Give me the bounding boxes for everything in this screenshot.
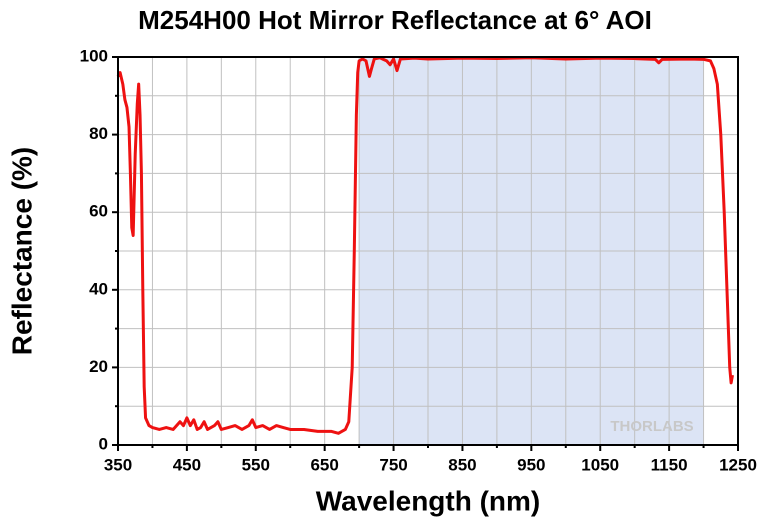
x-tick-label: 950 — [517, 455, 545, 474]
y-tick-label: 40 — [89, 279, 108, 298]
data-line — [116, 56, 734, 435]
x-tick-label: 1250 — [719, 455, 757, 474]
y-axis-label: Reflectance (%) — [6, 147, 37, 356]
x-tick-label: 450 — [173, 455, 201, 474]
x-tick-label: 350 — [104, 455, 132, 474]
y-tick-label: 80 — [89, 124, 108, 143]
x-tick-label: 750 — [379, 455, 407, 474]
plot-frame — [117, 56, 739, 446]
x-tick-label: 1050 — [581, 455, 619, 474]
y-tick-label: 100 — [80, 46, 108, 65]
x-axis-label: Wavelength (nm) — [316, 485, 541, 516]
x-tick-label: 1150 — [651, 455, 688, 474]
x-tick-label: 550 — [242, 455, 270, 474]
y-tick-label: 60 — [89, 202, 108, 221]
y-tick-label: 20 — [89, 357, 108, 376]
x-tick-label: 850 — [448, 455, 476, 474]
y-tick-label: 0 — [99, 434, 108, 453]
chart-title: M254H00 Hot Mirror Reflectance at 6° AOI — [138, 5, 652, 35]
watermark: THORLABS — [610, 418, 693, 435]
x-tick-label: 650 — [310, 455, 338, 474]
